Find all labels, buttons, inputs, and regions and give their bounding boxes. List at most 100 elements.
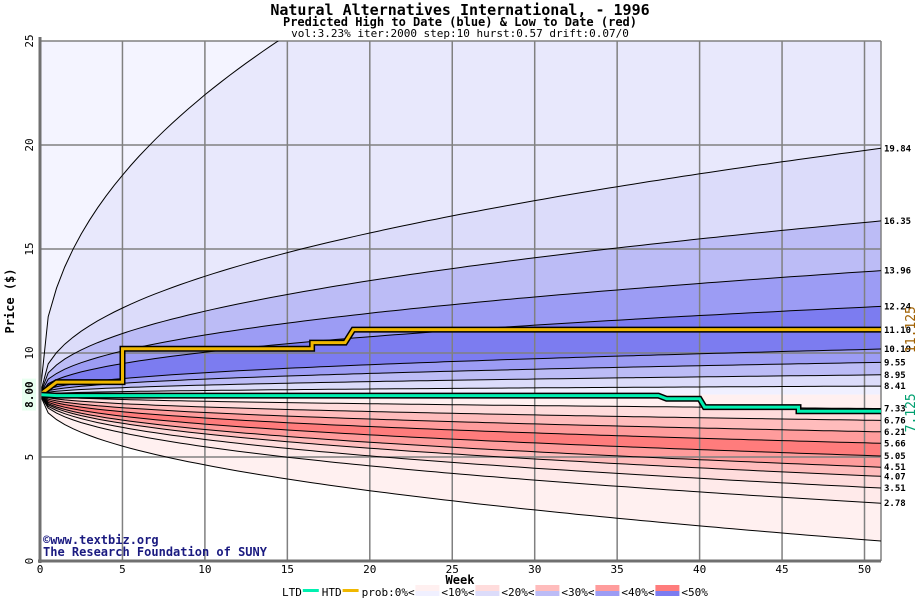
low-quantile-curve (40, 394, 881, 468)
low-quantile-curve (40, 394, 881, 542)
low-band (40, 394, 881, 561)
low-end-label: 2.78 (884, 499, 906, 509)
low-band (40, 394, 881, 504)
high-end-label: 19.84 (884, 144, 912, 154)
axes: 0 5 10 15 20 25 30 35 40 45 50 0 5 10 15 20 25 8.00 (22, 34, 881, 576)
x-tick-label: 5 (119, 563, 126, 576)
high-band (40, 270, 881, 395)
low-band (40, 394, 881, 421)
high-end-label: 16.35 (884, 217, 911, 227)
x-tick-label: 35 (611, 563, 624, 576)
legend-ltd-label: LTD (282, 586, 302, 599)
high-quantile-curve (40, 270, 881, 395)
y-tick-label: 20 (23, 138, 36, 151)
high-band (40, 148, 881, 395)
low-band (40, 394, 881, 477)
y-tick-label: 10 (23, 346, 36, 359)
x-tick-label: 10 (198, 563, 211, 576)
legend-ltd-swatch (302, 589, 319, 592)
legend: LTD HTD prob:0%< <10%< <20%< <30%< <40%< <50% (282, 585, 708, 599)
low-end-label: 4.07 (884, 472, 906, 482)
chart-title: Natural Alternatives International, - 19… (270, 1, 649, 19)
legend-swatch-blue (655, 591, 680, 596)
end-labels: 19.84 16.35 13.96 12.24 11.10 10.19 9.55 8.958.… (884, 144, 919, 509)
low-quantile-curve (40, 394, 881, 504)
legend-prob-label: prob:0%< (362, 586, 415, 599)
low-quantile-curve (40, 394, 881, 444)
date-paths (40, 326, 881, 415)
low-quantile-curve (40, 394, 881, 433)
start-price-label: 8.00 (23, 381, 36, 408)
legend-swatch-red (475, 585, 500, 591)
legend-swatch-blue (535, 591, 560, 596)
legend-htd-label: HTD (322, 586, 342, 599)
high-band (40, 386, 881, 395)
x-tick-label: 15 (281, 563, 294, 576)
high-quantile-curve (40, 348, 881, 396)
high-band (40, 349, 881, 395)
htd-path (40, 328, 881, 396)
high-end-label: 12.24 (884, 302, 912, 312)
legend-swatch-red (415, 585, 440, 591)
high-end-label: 10.19 (884, 345, 911, 355)
watermark-url: ©www.textbiz.org (43, 533, 159, 547)
x-tick-label: 50 (858, 563, 871, 576)
legend-htd-swatch (342, 589, 359, 592)
legend-swatch-blue (595, 591, 620, 596)
low-quantile-curve (40, 394, 881, 489)
low-quantile-curve (40, 394, 881, 477)
x-tick-label: 20 (363, 563, 376, 576)
legend-swatch-blue (415, 591, 440, 596)
x-tick-label: 25 (446, 563, 459, 576)
y-axis-label: Price ($) (3, 268, 17, 333)
low-quantile-curve (40, 394, 881, 421)
high-end-label: 8.41 (884, 382, 906, 392)
high-end-label: 8.95 (884, 371, 906, 381)
high-band (40, 220, 881, 395)
start-price-highlight (22, 378, 36, 411)
high-band (40, 41, 881, 395)
x-axis-label: Week (446, 573, 476, 587)
quantile-curves (40, 41, 881, 542)
low-band (40, 394, 881, 444)
high-quantile-curve (40, 385, 881, 396)
watermark-org: The Research Foundation of SUNY (43, 545, 268, 559)
low-end-label: 4.51 (884, 463, 906, 473)
high-quantile-curve (40, 374, 881, 396)
high-quantile-curve (40, 220, 881, 395)
legend-swatch-blue (475, 591, 500, 596)
low-band (40, 394, 881, 541)
legend-swatch-red (595, 585, 620, 591)
legend-bin-label: <10%< (441, 586, 474, 599)
x-tick-label: 40 (693, 563, 706, 576)
y-tick-label: 25 (23, 34, 36, 47)
high-end-label: 13.96 (884, 267, 911, 277)
high-band (40, 362, 881, 395)
high-end-label: 9.55 (884, 358, 906, 368)
y-tick-label: 0 (23, 558, 36, 565)
chart-subtitle: Predicted High to Date (blue) & Low to D… (283, 15, 637, 29)
low-end-label: 5.05 (884, 452, 906, 462)
final-low-label: 7.125 (904, 393, 919, 432)
legend-bin-label: <50% (681, 586, 708, 599)
probability-bands (40, 41, 881, 561)
low-end-label: 6.21 (884, 428, 906, 438)
legend-swatch-red (655, 585, 680, 591)
low-end-label: 5.66 (884, 439, 906, 449)
high-band (40, 41, 279, 395)
high-quantile-curve (40, 41, 279, 395)
y-tick-label: 5 (23, 454, 36, 461)
high-quantile-curve (40, 147, 881, 395)
high-end-label: 11.10 (884, 326, 911, 336)
ltd-path (40, 393, 881, 413)
low-band (40, 394, 881, 488)
low-end-label: 6.76 (884, 416, 906, 426)
legend-bin-label: <20%< (501, 586, 534, 599)
low-quantile-curve (40, 394, 881, 457)
low-end-label: 7.33 (884, 405, 906, 415)
x-tick-label: 45 (775, 563, 788, 576)
x-tick-label: 0 (37, 563, 44, 576)
legend-bin-label: <30%< (561, 586, 594, 599)
high-quantile-curve (40, 361, 881, 396)
